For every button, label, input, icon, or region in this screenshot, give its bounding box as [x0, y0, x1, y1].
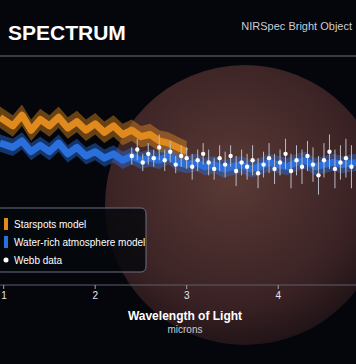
separator	[0, 56, 356, 57]
data-point	[152, 156, 156, 160]
x-axis	[0, 285, 356, 286]
legend-swatch	[4, 218, 8, 230]
x-tick-label: 2	[92, 290, 98, 301]
data-point	[305, 154, 309, 158]
data-point	[206, 160, 210, 164]
x-tick-label: 4	[275, 290, 281, 301]
x-tick-label: 1	[1, 290, 7, 301]
data-point	[195, 158, 199, 162]
x-label-units: microns	[167, 324, 202, 335]
data-point	[261, 162, 265, 166]
data-point	[322, 158, 326, 162]
chart: SPECTRUM NIRSpec Bright Object 1 2 3 4 Wavelen…	[0, 0, 356, 364]
data-point	[300, 165, 304, 169]
data-point	[190, 165, 194, 169]
data-point	[184, 156, 188, 160]
data-point	[223, 162, 227, 166]
x-tick	[278, 285, 279, 289]
data-point	[168, 150, 172, 154]
data-point	[141, 160, 145, 164]
data-point	[267, 156, 271, 160]
data-point	[146, 152, 150, 156]
x-label: Wavelength of Light	[128, 309, 242, 323]
x-tick-label: 3	[184, 290, 190, 301]
data-point	[163, 158, 167, 162]
data-point	[344, 156, 348, 160]
legend-label: Starspots model	[14, 219, 86, 230]
data-point	[272, 167, 276, 171]
legend-swatch	[4, 236, 8, 248]
data-point	[349, 165, 353, 169]
subtitle: NIRSpec Bright Object	[241, 20, 352, 32]
data-point	[338, 160, 342, 164]
data-point	[130, 154, 134, 158]
legend: Starspots model Water-rich atmosphere mod…	[0, 208, 146, 272]
x-tick	[3, 285, 4, 289]
legend-box	[0, 208, 146, 272]
data-point	[311, 162, 315, 166]
legend-label: Webb data	[14, 255, 63, 266]
data-point	[333, 167, 337, 171]
x-tick	[95, 285, 96, 289]
data-point	[157, 145, 161, 149]
data-point	[316, 173, 320, 177]
data-point	[327, 150, 331, 154]
data-point	[245, 165, 249, 169]
data-point	[234, 169, 238, 173]
title: SPECTRUM	[8, 21, 126, 44]
model-line	[0, 141, 356, 169]
data-point	[179, 154, 183, 158]
data-point	[135, 147, 139, 151]
data-point	[174, 162, 178, 166]
data-point	[283, 152, 287, 156]
model-band	[0, 132, 356, 177]
data-point	[217, 156, 221, 160]
legend-swatch	[4, 258, 9, 263]
data-point	[278, 160, 282, 164]
data-point	[201, 152, 205, 156]
data-point	[212, 167, 216, 171]
data-point	[239, 160, 243, 164]
data-point	[250, 158, 254, 162]
legend-label: Water-rich atmosphere model	[14, 237, 145, 248]
data-point	[289, 169, 293, 173]
data-point	[228, 154, 232, 158]
data-point	[256, 171, 260, 175]
planet	[105, 65, 356, 345]
plot-area	[0, 104, 356, 194]
data-point	[294, 158, 298, 162]
x-tick	[186, 285, 187, 289]
